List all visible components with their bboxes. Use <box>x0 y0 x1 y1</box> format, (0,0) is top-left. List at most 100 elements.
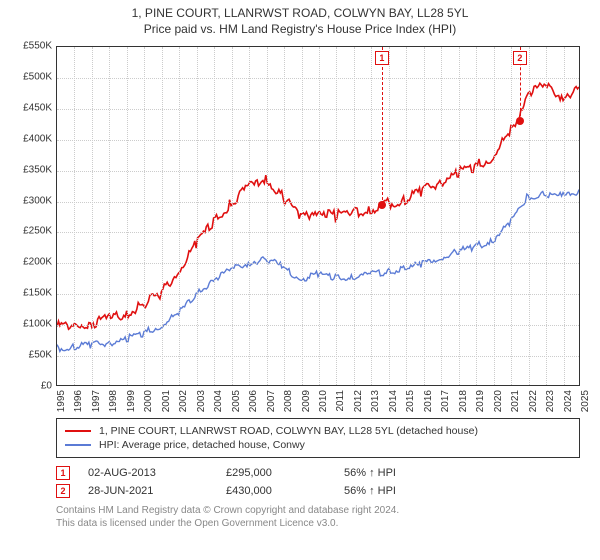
marker-box: 1 <box>375 51 389 65</box>
legend-label: 1, PINE COURT, LLANRWST ROAD, COLWYN BAY… <box>99 425 478 437</box>
x-axis-label: 2022 <box>528 390 539 412</box>
y-axis-label: £200K <box>23 257 52 268</box>
footer-line-2: This data is licensed under the Open Gov… <box>56 517 580 530</box>
gridline-vertical <box>197 47 198 385</box>
gridline-vertical <box>74 47 75 385</box>
transaction-table: 1 02-AUG-2013 £295,000 56% ↑ HPI 2 28-JUN-202… <box>56 466 580 498</box>
gridline-vertical <box>354 47 355 385</box>
gridline-vertical <box>529 47 530 385</box>
chart-title: 1, PINE COURT, LLANRWST ROAD, COLWYN BAY… <box>10 6 590 20</box>
marker-box: 2 <box>513 51 527 65</box>
legend-row: HPI: Average price, detached house, Conw… <box>65 439 571 451</box>
gridline-vertical <box>546 47 547 385</box>
gridline-horizontal <box>57 232 579 233</box>
marker-dot <box>378 201 386 209</box>
transaction-delta: 56% ↑ HPI <box>344 485 396 497</box>
y-axis-label: £500K <box>23 71 52 82</box>
x-axis-label: 2007 <box>266 390 277 412</box>
y-axis-label: £50K <box>29 350 52 361</box>
x-axis-label: 2025 <box>580 390 591 412</box>
y-axis-label: £250K <box>23 226 52 237</box>
transaction-price: £430,000 <box>226 485 326 497</box>
x-axis-label: 2012 <box>353 390 364 412</box>
gridline-vertical <box>144 47 145 385</box>
gridline-vertical <box>564 47 565 385</box>
x-axis-label: 2017 <box>440 390 451 412</box>
transaction-date: 28-JUN-2021 <box>88 485 208 497</box>
transaction-row: 2 28-JUN-2021 £430,000 56% ↑ HPI <box>56 484 580 498</box>
x-axis-label: 1996 <box>73 390 84 412</box>
x-axis-label: 2002 <box>178 390 189 412</box>
x-axis-label: 1995 <box>56 390 67 412</box>
gridline-vertical <box>92 47 93 385</box>
gridline-vertical <box>109 47 110 385</box>
transaction-price: £295,000 <box>226 467 326 479</box>
y-axis-label: £100K <box>23 319 52 330</box>
gridline-vertical <box>319 47 320 385</box>
x-axis-label: 2013 <box>370 390 381 412</box>
gridline-vertical <box>441 47 442 385</box>
gridline-vertical <box>389 47 390 385</box>
gridline-vertical <box>406 47 407 385</box>
x-axis-label: 2005 <box>231 390 242 412</box>
line-svg <box>57 47 579 385</box>
x-axis-label: 2006 <box>248 390 259 412</box>
transaction-marker-icon: 1 <box>56 466 70 480</box>
series-line <box>57 83 579 329</box>
x-axis-label: 2020 <box>493 390 504 412</box>
gridline-vertical <box>494 47 495 385</box>
y-axis-label: £550K <box>23 41 52 52</box>
gridline-vertical <box>214 47 215 385</box>
transaction-row: 1 02-AUG-2013 £295,000 56% ↑ HPI <box>56 466 580 480</box>
x-axis-label: 2016 <box>423 390 434 412</box>
x-axis-label: 2015 <box>405 390 416 412</box>
x-axis-label: 2009 <box>301 390 312 412</box>
x-axis-label: 2019 <box>475 390 486 412</box>
gridline-horizontal <box>57 325 579 326</box>
gridline-vertical <box>179 47 180 385</box>
legend-swatch <box>65 444 91 446</box>
chart-subtitle: Price paid vs. HM Land Registry's House … <box>10 22 590 36</box>
gridline-vertical <box>371 47 372 385</box>
y-axis-label: £0 <box>41 381 52 392</box>
gridline-horizontal <box>57 171 579 172</box>
x-axis-label: 1998 <box>108 390 119 412</box>
gridline-horizontal <box>57 294 579 295</box>
x-axis-label: 2003 <box>196 390 207 412</box>
plot-area: 12 <box>56 46 580 386</box>
gridline-vertical <box>232 47 233 385</box>
gridline-vertical <box>302 47 303 385</box>
x-axis-label: 2018 <box>458 390 469 412</box>
gridline-vertical <box>424 47 425 385</box>
gridline-horizontal <box>57 202 579 203</box>
y-axis-label: £150K <box>23 288 52 299</box>
transaction-delta: 56% ↑ HPI <box>344 467 396 479</box>
x-axis-label: 2023 <box>545 390 556 412</box>
gridline-vertical <box>162 47 163 385</box>
x-axis-label: 1997 <box>91 390 102 412</box>
gridline-vertical <box>511 47 512 385</box>
gridline-horizontal <box>57 109 579 110</box>
transaction-marker-icon: 2 <box>56 484 70 498</box>
transaction-date: 02-AUG-2013 <box>88 467 208 479</box>
x-axis-label: 2011 <box>335 390 346 412</box>
x-axis-label: 2001 <box>161 390 172 412</box>
legend-swatch <box>65 430 91 432</box>
legend-row: 1, PINE COURT, LLANRWST ROAD, COLWYN BAY… <box>65 425 571 437</box>
y-axis-label: £300K <box>23 195 52 206</box>
gridline-horizontal <box>57 356 579 357</box>
footer-line-1: Contains HM Land Registry data © Crown c… <box>56 504 580 517</box>
chart-area: £0£50K£100K£150K£200K£250K£300K£350K£400… <box>10 42 590 412</box>
gridline-vertical <box>476 47 477 385</box>
gridline-vertical <box>336 47 337 385</box>
x-axis-label: 1999 <box>126 390 137 412</box>
chart-container: 1, PINE COURT, LLANRWST ROAD, COLWYN BAY… <box>0 0 600 560</box>
legend: 1, PINE COURT, LLANRWST ROAD, COLWYN BAY… <box>56 418 580 458</box>
y-axis-label: £400K <box>23 133 52 144</box>
x-axis-label: 2024 <box>563 390 574 412</box>
footer-attribution: Contains HM Land Registry data © Crown c… <box>56 504 580 530</box>
gridline-vertical <box>249 47 250 385</box>
gridline-vertical <box>284 47 285 385</box>
marker-line <box>382 47 383 205</box>
gridline-horizontal <box>57 263 579 264</box>
